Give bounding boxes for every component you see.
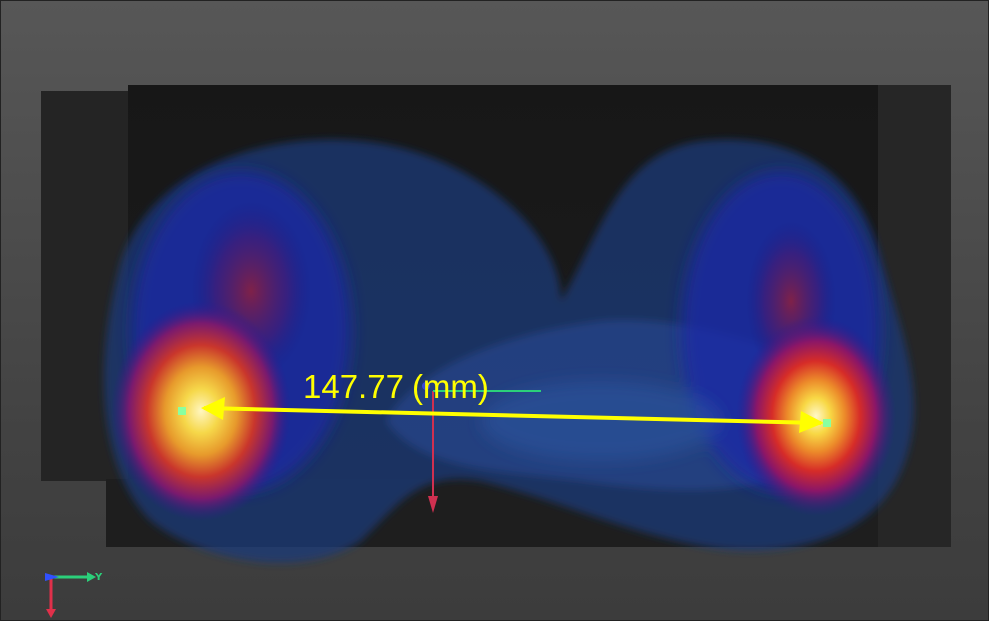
pressure-hotspots (111, 301, 896, 521)
measurement-label: 147.77 (mm) (303, 368, 489, 405)
measurement-value: 147.77 (303, 368, 404, 405)
origin-gizmo (422, 382, 541, 513)
point-marker-right[interactable] (823, 419, 831, 427)
measurement-unit: (mm) (412, 368, 489, 405)
arrow-head-right-icon (799, 411, 824, 433)
measurement-line[interactable] (203, 406, 822, 425)
axis-triad: Y (45, 572, 103, 618)
arrow-head-left-icon (201, 397, 225, 420)
point-marker-left[interactable] (178, 407, 186, 415)
axis-y-label: Y (94, 572, 103, 583)
measurement-tool[interactable]: 147.77 (mm) (178, 368, 831, 433)
